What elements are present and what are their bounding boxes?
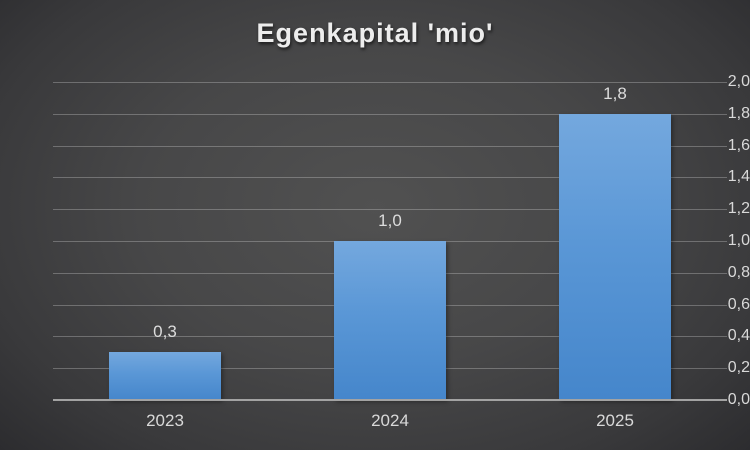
bar-value-label-2025: 1,8 bbox=[603, 84, 627, 103]
gridline-y-1,4 bbox=[53, 177, 727, 178]
y-tick-label: 1,2 bbox=[727, 200, 750, 217]
gridline-y-1,8 bbox=[53, 114, 727, 115]
y-tick-label: 0,8 bbox=[727, 264, 750, 281]
x-category-label-2025: 2025 bbox=[596, 411, 634, 430]
y-tick-label: 1,0 bbox=[727, 232, 750, 249]
gridline-y-1,6 bbox=[53, 146, 727, 147]
bar-2023 bbox=[109, 352, 221, 400]
y-tick-label: 2,0 bbox=[727, 73, 750, 90]
bar-value-label-2024: 1,0 bbox=[378, 211, 402, 230]
y-tick-label: 1,6 bbox=[727, 137, 750, 154]
x-axis-line bbox=[53, 399, 727, 401]
bar-value-label-2023: 0,3 bbox=[153, 322, 177, 341]
bar-2024 bbox=[334, 241, 446, 400]
y-tick-label: 0,2 bbox=[727, 359, 750, 376]
y-tick-label: 1,4 bbox=[727, 168, 750, 185]
y-tick-label: 0,0 bbox=[727, 391, 750, 408]
y-tick-label: 0,4 bbox=[727, 327, 750, 344]
gridline-y-1,2 bbox=[53, 209, 727, 210]
x-category-label-2024: 2024 bbox=[371, 411, 409, 430]
chart-title: Egenkapital 'mio' bbox=[256, 18, 494, 48]
gridline-y-2,0 bbox=[53, 82, 727, 83]
y-tick-label: 0,6 bbox=[727, 296, 750, 313]
bar-2025 bbox=[559, 114, 671, 400]
y-tick-label: 1,8 bbox=[727, 105, 750, 122]
plot-area bbox=[53, 82, 727, 400]
x-category-label-2023: 2023 bbox=[146, 411, 184, 430]
